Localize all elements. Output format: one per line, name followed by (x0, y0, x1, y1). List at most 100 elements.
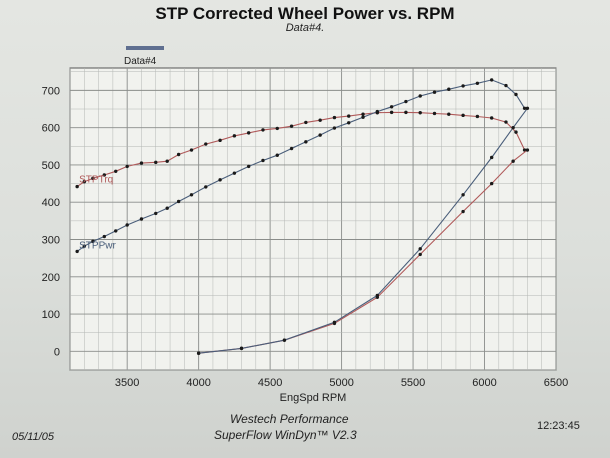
data-point (304, 120, 308, 125)
series-label-trq: STPTrq (79, 175, 113, 186)
data-point (82, 244, 86, 248)
data-point (82, 180, 86, 184)
data-point (275, 126, 279, 131)
x-tick-label: 4500 (258, 377, 282, 389)
data-point (389, 110, 394, 115)
chart-subtitle: Data#4. (285, 22, 325, 34)
data-point (432, 90, 437, 94)
series-layer: STPTrq STPPwr (75, 78, 530, 355)
data-point (139, 217, 144, 221)
data-point (525, 106, 530, 110)
data-point (139, 161, 144, 165)
data-point (318, 133, 322, 137)
data-point (275, 153, 279, 157)
data-point (404, 110, 408, 115)
data-point (218, 178, 222, 182)
data-point (165, 206, 169, 210)
y-tick-label: 400 (42, 197, 60, 209)
data-point (522, 106, 527, 110)
data-point (432, 111, 437, 116)
data-point (246, 131, 251, 135)
data-point (504, 83, 508, 88)
data-point (165, 159, 169, 163)
data-point (375, 109, 380, 114)
data-point (102, 234, 107, 239)
data-point (125, 164, 129, 169)
y-tick-label: 300 (42, 235, 60, 247)
data-point (489, 78, 494, 82)
data-point (447, 87, 451, 91)
x-tick-label: 6000 (472, 377, 496, 389)
data-point (176, 152, 181, 157)
data-point (511, 125, 515, 130)
data-point (461, 209, 465, 214)
data-point (218, 138, 222, 143)
data-point (114, 169, 118, 173)
data-point (389, 105, 394, 109)
data-point (404, 99, 408, 104)
y-tick-label: 500 (42, 160, 60, 172)
data-point (154, 160, 158, 165)
data-point (489, 116, 494, 120)
footer-company: Westech Performance (230, 412, 349, 426)
x-tick-label: 3500 (115, 377, 139, 389)
footer-time: 12:23:45 (537, 420, 580, 432)
data-point (332, 320, 337, 324)
data-point (361, 112, 365, 116)
data-point (504, 120, 508, 124)
data-point (332, 115, 337, 120)
data-point (461, 84, 465, 88)
grid (69, 68, 557, 371)
data-point (75, 184, 79, 189)
footer-date: 05/11/05 (12, 431, 55, 443)
data-point (125, 223, 129, 227)
data-point (511, 159, 515, 163)
legend-swatch (126, 46, 164, 50)
data-point (196, 351, 201, 355)
data-point (418, 94, 422, 98)
data-point (418, 247, 422, 251)
data-point (461, 113, 465, 118)
data-point (246, 164, 251, 169)
data-point (204, 142, 208, 146)
data-point (154, 211, 158, 216)
x-tick-label: 5500 (401, 377, 425, 389)
data-point (514, 92, 518, 97)
data-point (318, 118, 322, 122)
data-point (489, 155, 494, 160)
data-point (514, 130, 518, 134)
data-point (475, 81, 480, 85)
legend: Data#4 (124, 46, 164, 67)
x-tick-label: 4000 (186, 377, 210, 389)
data-point (304, 140, 308, 144)
x-tick-label: 6500 (544, 377, 568, 389)
y-tick-label: 200 (42, 272, 60, 284)
data-point (102, 173, 107, 177)
y-tick-label: 700 (42, 85, 60, 97)
data-point (189, 193, 194, 197)
y-tick-label: 100 (42, 309, 60, 321)
data-point (114, 229, 118, 233)
legend-entry: Data#4 (124, 56, 157, 67)
data-point (489, 181, 494, 186)
data-point (447, 112, 451, 116)
data-point (375, 293, 380, 298)
data-point (418, 252, 422, 257)
data-point (176, 199, 181, 204)
data-point (418, 111, 422, 115)
data-point (525, 148, 530, 152)
data-point (289, 146, 294, 151)
y-tick-label: 0 (54, 346, 60, 358)
data-point (232, 134, 237, 138)
data-point (91, 239, 95, 244)
data-point (347, 114, 351, 118)
axis-layer: 0 100 200 300 400 500 600 700 3500 4000 4500 5000 55… (42, 85, 569, 404)
chart-title: STP Corrected Wheel Power vs. RPM (155, 4, 455, 23)
data-point (232, 171, 237, 175)
footer-software: SuperFlow WinDyn™ V2.3 (214, 428, 357, 442)
data-point (91, 176, 95, 181)
y-tick-label: 600 (42, 123, 60, 135)
data-point (289, 124, 294, 128)
